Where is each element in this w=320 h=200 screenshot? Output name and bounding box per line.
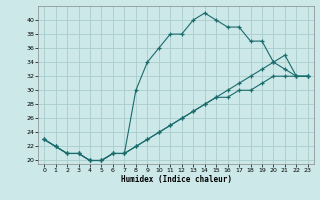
- X-axis label: Humidex (Indice chaleur): Humidex (Indice chaleur): [121, 175, 231, 184]
